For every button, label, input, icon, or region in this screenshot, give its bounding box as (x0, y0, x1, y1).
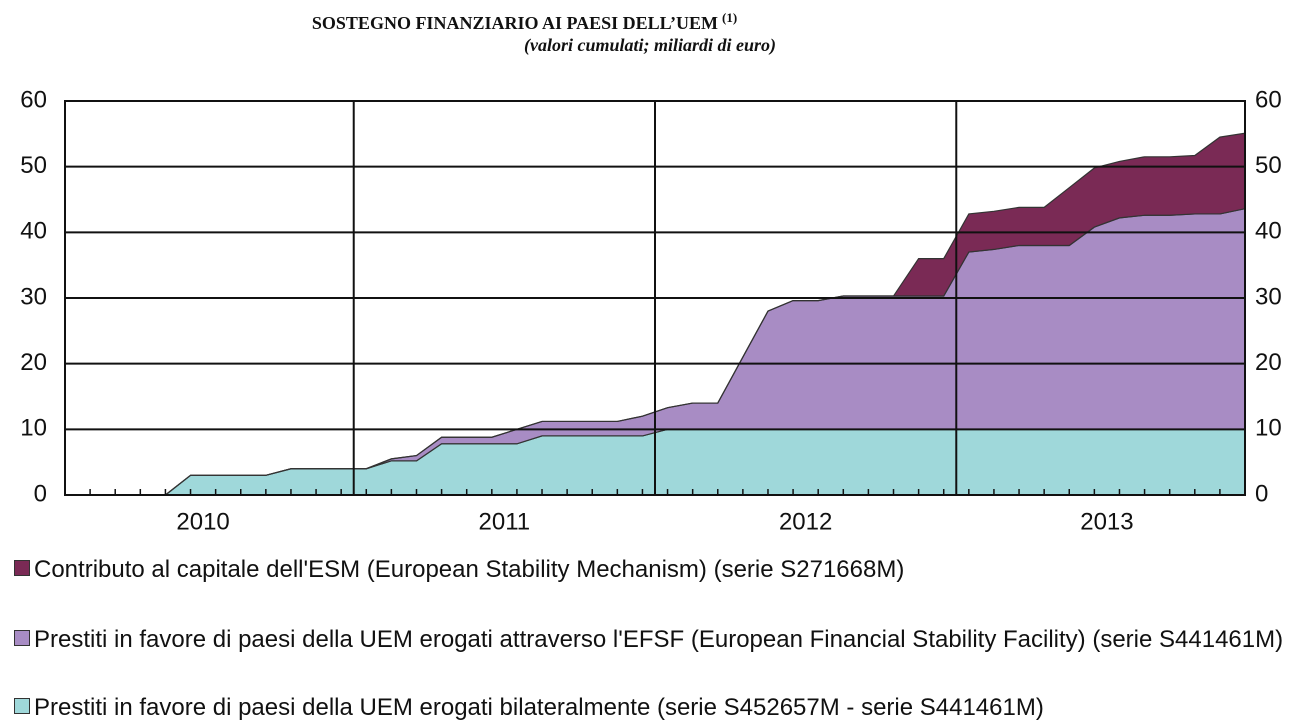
y2-tick-label: 10 (1255, 415, 1282, 442)
legend-item: Contributo al capitale dell'ESM (Europea… (14, 555, 1304, 585)
x-tick-label: 2013 (1080, 508, 1133, 535)
legend-swatch (14, 630, 30, 646)
legend-swatch (14, 560, 30, 576)
legend-label: Prestiti in favore di paesi della UEM er… (34, 694, 1044, 721)
y-tick-label: 0 (34, 480, 47, 507)
y2-tick-label: 20 (1255, 349, 1282, 376)
legend-item: Prestiti in favore di paesi della UEM er… (14, 625, 1304, 655)
y2-tick-label: 0 (1255, 480, 1268, 507)
y-tick-label: 10 (20, 415, 47, 442)
y2-tick-label: 40 (1255, 218, 1282, 245)
y-tick-label: 30 (20, 283, 47, 310)
y-tick-label: 50 (20, 152, 47, 179)
legend-item: Prestiti in favore di paesi della UEM er… (14, 693, 1304, 723)
plot-frame (64, 100, 1246, 496)
title-note: (1) (722, 10, 737, 25)
legend-swatch (14, 698, 30, 714)
x-tick-label: 2012 (779, 508, 832, 535)
y2-tick-label: 60 (1255, 86, 1282, 113)
y-tick-label: 60 (20, 86, 47, 113)
chart-subtitle: (valori cumulati; miliardi di euro) (524, 35, 776, 56)
legend-label: Contributo al capitale dell'ESM (Europea… (34, 556, 905, 583)
y2-tick-label: 30 (1255, 283, 1282, 310)
y-tick-label: 40 (20, 218, 47, 245)
x-tick-label: 2011 (479, 508, 531, 535)
chart-title: SOSTEGNO FINANZIARIO AI PAESI DELL’UEM (312, 13, 718, 33)
legend-label: Prestiti in favore di paesi della UEM er… (34, 626, 1284, 653)
y2-tick-label: 50 (1255, 152, 1282, 179)
x-tick-label: 2010 (176, 508, 229, 535)
y-tick-label: 20 (20, 349, 47, 376)
